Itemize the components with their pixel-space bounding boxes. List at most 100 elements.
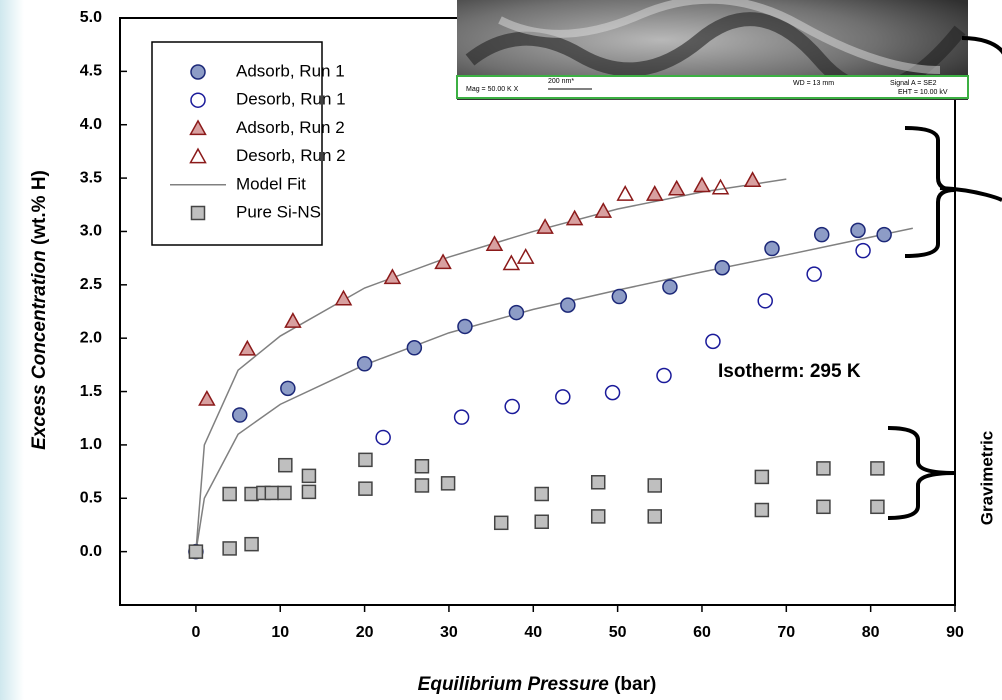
y-tick-label: 4.5 — [80, 63, 102, 80]
point — [264, 485, 280, 501]
point — [358, 452, 373, 468]
point — [813, 226, 830, 243]
point — [870, 461, 885, 476]
x-label-italic: Equilibrium Pressure — [418, 674, 610, 695]
inset-image: Mag = 50.00 K X 200 nm* WD = 13 mm Signa… — [456, 0, 969, 100]
point — [232, 407, 248, 423]
point — [222, 486, 237, 502]
point — [754, 469, 770, 485]
point — [705, 333, 721, 350]
annotation: Isotherm: 295 K — [718, 361, 861, 382]
point — [383, 268, 402, 285]
legend-label: Model Fit — [236, 174, 306, 193]
x-tick-label: 70 — [777, 624, 795, 641]
y-tick-label: 2.5 — [80, 276, 102, 293]
point — [440, 476, 456, 491]
point — [647, 478, 662, 493]
x-tick-label: 30 — [440, 624, 458, 641]
bracket — [887, 426, 956, 520]
point — [604, 384, 621, 401]
point — [277, 485, 292, 501]
point — [816, 461, 831, 476]
point — [662, 279, 678, 295]
y-tick-label: 1.0 — [80, 436, 102, 453]
side-strip — [0, 0, 24, 700]
point — [504, 398, 520, 415]
x-tick-label: 10 — [271, 624, 289, 641]
x-axis-label: Equilibrium Pressure (bar) — [418, 674, 657, 695]
legend-swatch — [190, 205, 206, 221]
point — [334, 289, 353, 306]
point — [516, 248, 535, 264]
point — [356, 356, 373, 372]
point — [222, 541, 237, 556]
y-axis-label: Excess Concentration (wt.% H) — [29, 170, 50, 450]
y-tick-label: 3.5 — [80, 169, 102, 186]
point — [457, 318, 473, 335]
point — [850, 222, 866, 239]
sem-texture — [498, 0, 941, 74]
point — [560, 297, 576, 313]
point — [645, 185, 664, 201]
callout-circle — [961, 36, 1002, 60]
point — [375, 429, 391, 446]
inset-scale: 200 nm* — [548, 78, 574, 85]
point — [764, 240, 780, 257]
point — [714, 259, 730, 276]
point — [806, 266, 822, 282]
x-tick-label: 90 — [946, 624, 964, 641]
point — [590, 475, 606, 490]
point — [534, 486, 549, 502]
x-label-unit: (bar) — [614, 674, 656, 695]
point — [284, 312, 302, 328]
point — [198, 389, 216, 406]
x-tick-label: 40 — [524, 624, 542, 641]
fit-line — [195, 227, 913, 552]
point — [876, 226, 892, 243]
point — [816, 499, 831, 515]
legend-swatch — [190, 92, 206, 108]
inset-wd: WD = 13 mm — [793, 80, 834, 87]
point — [616, 185, 634, 201]
bracket — [904, 126, 956, 258]
point — [656, 367, 672, 384]
point — [536, 218, 554, 234]
point — [743, 171, 762, 187]
legend-label: Desorb, Run 2 — [236, 146, 346, 165]
y-label-italic: Excess Concentration — [29, 250, 50, 450]
point — [485, 235, 504, 252]
inset-signal: Signal A = SE2 — [890, 80, 937, 87]
x-tick-label: 0 — [191, 624, 200, 641]
point — [594, 202, 613, 218]
point — [358, 481, 373, 496]
point — [278, 457, 293, 473]
legend-swatch — [189, 147, 207, 164]
point — [414, 478, 430, 493]
point — [493, 515, 509, 531]
y-tick-label: 1.5 — [80, 383, 102, 400]
point — [280, 380, 296, 397]
point — [301, 468, 317, 484]
point — [502, 254, 521, 271]
point — [301, 484, 317, 500]
legend-label: Desorb, Run 1 — [236, 90, 346, 109]
legend-label: Pure Si-NS — [236, 202, 321, 221]
point — [508, 304, 525, 321]
y-tick-label: 0.0 — [80, 543, 102, 560]
point — [244, 486, 259, 502]
point — [667, 179, 686, 196]
point — [406, 340, 423, 356]
x-tick-label: 20 — [356, 624, 374, 641]
y-tick-label: 3.0 — [80, 223, 102, 240]
legend-label: Adsorb, Run 1 — [236, 61, 345, 80]
legend-swatch — [190, 64, 206, 80]
point — [870, 499, 885, 515]
point — [757, 293, 773, 309]
point — [590, 509, 606, 524]
point — [534, 514, 549, 530]
inset-mag: Mag = 50.00 K X — [466, 86, 519, 93]
point — [238, 339, 257, 356]
y-label-unit: (wt.% H) — [29, 170, 50, 245]
point — [414, 459, 430, 474]
